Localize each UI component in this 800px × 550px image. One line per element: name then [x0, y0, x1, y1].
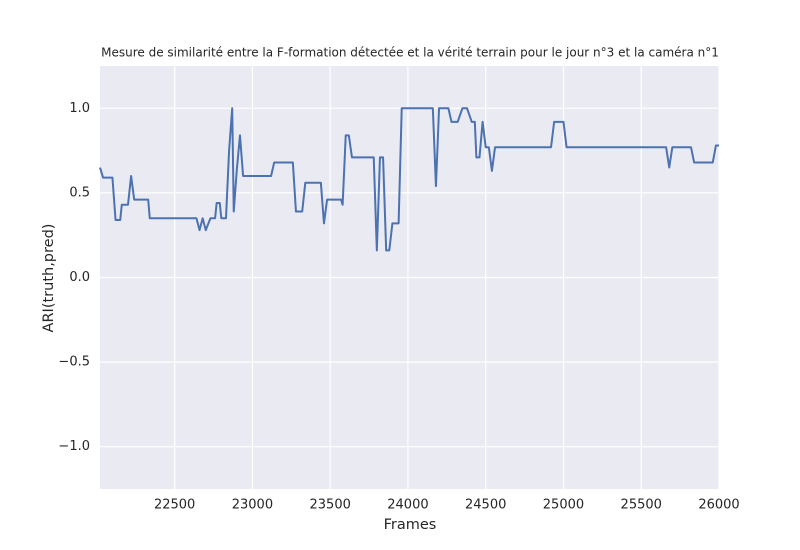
x-tick-label: 25500	[621, 498, 662, 513]
x-axis-label: Frames	[384, 517, 437, 533]
y-tick-label: 1.0	[69, 101, 90, 116]
marks	[99, 107, 719, 252]
y-tick-label: −0.5	[58, 355, 90, 370]
y-tick-label: 0.5	[69, 185, 90, 200]
y-axis-label: ARI(truth,pred)	[41, 224, 57, 333]
x-tick-label: 26000	[698, 498, 739, 513]
y-tick-label: 0.0	[69, 270, 90, 285]
data-line	[99, 107, 719, 252]
x-tick-label: 25000	[543, 498, 584, 513]
x-tick-label: 22500	[154, 498, 195, 513]
grid	[100, 66, 720, 489]
x-tick-label: 23500	[310, 498, 351, 513]
x-tick-label: 24500	[465, 498, 506, 513]
x-tick-label: 23000	[232, 498, 273, 513]
chart-title: Mesure de similarité entre la F-formatio…	[101, 46, 719, 60]
x-tick-label: 24000	[387, 498, 428, 513]
y-tick-label: −1.0	[58, 439, 90, 454]
